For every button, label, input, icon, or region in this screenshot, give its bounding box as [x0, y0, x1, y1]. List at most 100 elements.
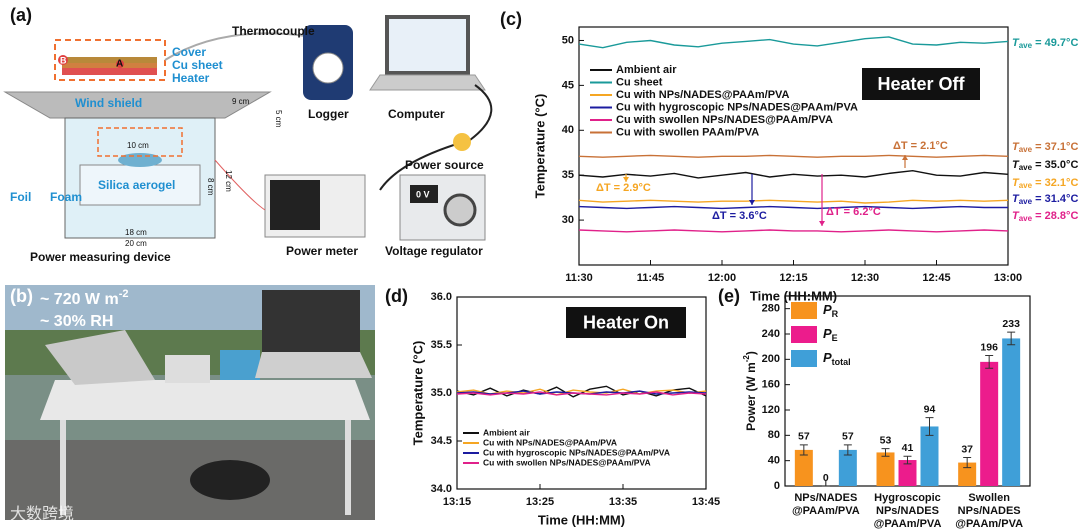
legend-label: Cu with hygroscopic NPs/NADES@PAAm/PVA [483, 447, 670, 457]
x-tick-label: @PAAm/PVA [792, 505, 860, 517]
y-tick-label: 240 [762, 328, 780, 340]
heater-layer [62, 68, 157, 75]
text-part: P [823, 350, 832, 365]
error-bar [1007, 331, 1016, 346]
regulator-screen [410, 185, 438, 203]
legend-swatch [791, 326, 817, 343]
label: Power measuring device [30, 250, 171, 264]
irradiance: ~ 720 W m-2 [40, 288, 128, 308]
laptop-base [255, 352, 372, 378]
series-line [578, 205, 1008, 210]
y-tick-label: 30 [562, 214, 574, 226]
x-tick-label: 13:25 [526, 496, 554, 508]
cu-layer [62, 63, 157, 68]
humidity: ~ 30% RH [40, 313, 113, 330]
computer-display [389, 19, 466, 71]
wire [214, 159, 266, 211]
y-tick-label: 160 [762, 379, 780, 391]
legend-label: Cu with swollen NPs/NADES@PAAm/PVA [483, 457, 651, 467]
arrow-head [749, 200, 755, 205]
label: 18 cm [125, 228, 147, 237]
watermark: 大数跨境 [10, 504, 74, 523]
y-tick-label: 200 [762, 353, 780, 365]
bar [1002, 338, 1021, 486]
regulator [220, 350, 260, 380]
label: Silica aerogel [98, 178, 175, 192]
legend-label: Cu with NPs/NADES@PAAm/PVA [616, 89, 790, 101]
regulator-knob [443, 193, 477, 227]
panel-label: (a) [10, 5, 32, 25]
text-part: = 35.0°C [1032, 159, 1078, 171]
x-tick-label: 13:15 [443, 496, 471, 508]
label: 0 V [416, 189, 430, 199]
value-label: 41 [902, 442, 914, 454]
annotation: Tave = 49.7°C [1012, 37, 1078, 50]
panel-label: (c) [500, 9, 522, 29]
value-label: 233 [1002, 318, 1020, 330]
text-part: ave [1019, 145, 1033, 154]
x-axis-label: Time (HH:MM) [538, 512, 625, 527]
y-tick-label: 45 [562, 79, 574, 91]
arrow-head [623, 177, 629, 182]
text-part: T [1012, 177, 1020, 189]
value-label: 53 [880, 434, 892, 446]
value-label: 37 [961, 443, 973, 455]
aerogel [79, 164, 201, 206]
panel-label: (e) [718, 286, 740, 306]
label: 10 cm [127, 141, 149, 150]
bar [838, 449, 857, 486]
table-leg [60, 420, 66, 515]
cover-layer [62, 57, 157, 63]
y-tick-label: 120 [762, 404, 780, 416]
value-label: 0 [823, 472, 829, 484]
label: 9 cm [232, 97, 250, 106]
x-tick-label: 13:45 [692, 496, 720, 508]
label: 8 cm [206, 178, 215, 196]
x-tick-label: 11:45 [637, 272, 665, 284]
legend-label: PR [823, 302, 839, 319]
series-line [578, 154, 1009, 158]
y-tick-label: 34.5 [431, 435, 452, 447]
text-part: P [823, 302, 832, 317]
y-tick-label: 40 [768, 455, 780, 467]
reflector [45, 330, 155, 385]
value-label: 94 [924, 403, 936, 415]
label: Voltage regulator [385, 244, 483, 258]
label: A [116, 59, 123, 70]
text-part: T [1012, 141, 1020, 153]
label: 12 cm [224, 170, 233, 192]
x-tick-label: NPs/NADES [958, 505, 1021, 517]
x-tick-label: NPs/NADES [794, 492, 857, 504]
legend-label: PE [823, 326, 838, 343]
text-part: Power (W m [744, 362, 758, 431]
label: Wind shield [75, 96, 142, 110]
label: Cover [172, 45, 206, 59]
text-part: ) [744, 351, 758, 355]
y-tick-label: 280 [762, 303, 780, 315]
text-part: ave [1019, 41, 1033, 50]
error-bar [881, 448, 890, 457]
text-part: = 32.1°C [1032, 177, 1078, 189]
y-axis-label: Power (W m-2) [742, 351, 758, 431]
text-part: P [823, 326, 832, 341]
y-tick-label: 34.0 [431, 483, 452, 495]
y-tick-label: 80 [768, 429, 780, 441]
diagram: (a) Thermocouple Cover Cu sheet Heater A… [3, 5, 493, 264]
error-bar [843, 444, 852, 456]
text-part: T [1012, 210, 1020, 222]
label: Computer [388, 107, 445, 121]
meter [165, 355, 210, 383]
power-meter-screen [270, 180, 320, 230]
delta-annotation: ΔT = 2.9°C [596, 182, 651, 194]
bar [898, 460, 917, 486]
label: Cu sheet [172, 58, 223, 72]
value-label: 57 [842, 431, 854, 443]
text-part: T [1012, 159, 1020, 171]
logger-dial [312, 52, 344, 84]
y-tick-label: 50 [562, 34, 574, 46]
point-b-dot [58, 55, 68, 65]
label: Foil [10, 190, 31, 204]
text-part: = 28.8°C [1032, 210, 1078, 222]
zoom-box-2 [97, 127, 183, 157]
series-line [456, 388, 707, 396]
